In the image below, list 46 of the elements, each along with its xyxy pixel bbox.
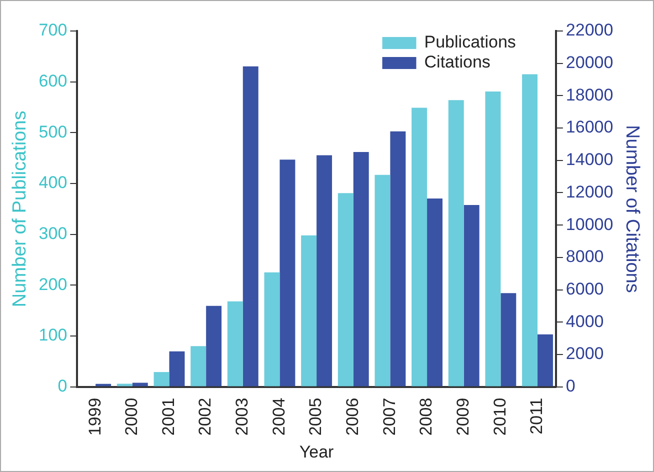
y2-tick-label: 14000 <box>566 150 614 170</box>
x-tick-label: 2004 <box>269 398 288 436</box>
bar <box>227 301 243 386</box>
y2-tick-label: 6000 <box>566 279 604 298</box>
y-tick-label: 600 <box>38 72 68 91</box>
y2-tick-label: 4000 <box>566 312 604 331</box>
y2-tick-label: 12000 <box>566 182 614 202</box>
y2-tick-label: 2000 <box>566 344 604 364</box>
bar <box>522 74 538 386</box>
x-tick-label: 2009 <box>454 398 473 436</box>
y-tick-label: 700 <box>38 20 68 40</box>
legend-label: Citations <box>424 52 490 72</box>
y2-tick-label: 18000 <box>566 85 614 104</box>
x-tick-label: 2003 <box>232 398 252 436</box>
x-tick-label: 2010 <box>490 398 510 436</box>
y-axis-title: Number of Publications <box>10 110 31 308</box>
y2-tick-label: 16000 <box>566 118 614 137</box>
y2-tick-label: 10000 <box>566 214 614 234</box>
y-tick-label: 200 <box>38 274 68 294</box>
y2-axis-title: Number of Citations <box>621 124 642 293</box>
x-tick-label: 2008 <box>416 398 436 436</box>
y2-tick-label: 0 <box>566 376 576 396</box>
bar <box>538 334 553 386</box>
x-tick-label: 2011 <box>527 398 546 434</box>
bar <box>485 91 501 386</box>
bar <box>500 293 516 386</box>
legend-label: Publications <box>424 32 516 52</box>
y2-tick-label: 8000 <box>566 247 604 266</box>
bar <box>96 384 112 386</box>
x-tick-label: 2001 <box>158 398 178 436</box>
x-axis-title: Year <box>299 442 334 462</box>
y2-tick-label: 22000 <box>566 20 614 40</box>
y-tick-label: 400 <box>38 173 68 192</box>
y2-tick-label: 20000 <box>566 53 614 72</box>
x-tick-label: 1999 <box>85 398 104 436</box>
y-tick-label: 0 <box>58 376 68 396</box>
x-tick-label: 2000 <box>122 398 142 436</box>
y-tick-label: 500 <box>38 122 68 142</box>
x-tick-label: 2005 <box>306 398 326 436</box>
bar <box>242 66 258 386</box>
x-tick-label: 2007 <box>380 398 399 436</box>
bar <box>169 351 185 386</box>
x-tick-label: 2006 <box>343 398 362 436</box>
y-tick-label: 300 <box>38 224 68 243</box>
x-tick-label: 2002 <box>196 398 215 436</box>
y-tick-label: 100 <box>38 326 68 345</box>
